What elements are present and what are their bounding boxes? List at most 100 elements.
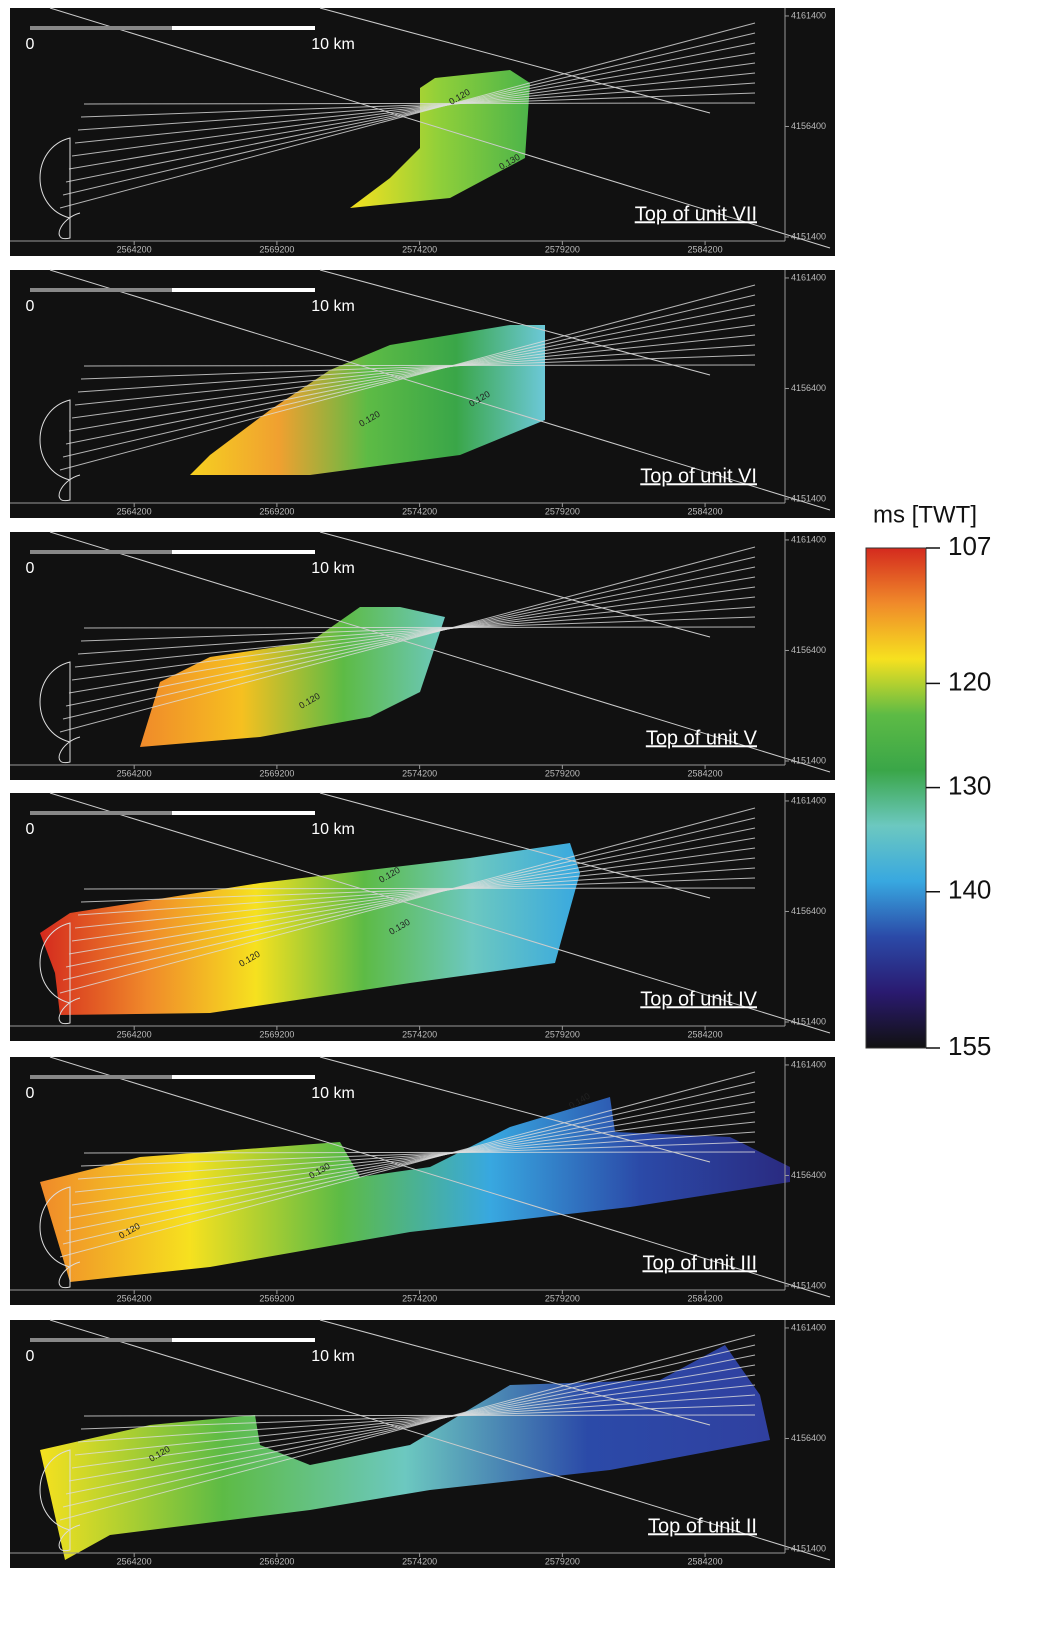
- colorbar: [865, 547, 927, 1049]
- survey-line: [77, 82, 756, 131]
- scale-label: 0: [26, 298, 35, 315]
- y-tick-label: 4156400: [791, 1170, 826, 1180]
- map-panel: 0 10 km 2564200 2569200 2574200 2579200 258420…: [10, 269, 835, 518]
- survey-line: [74, 857, 756, 929]
- map-panel: 0 10 km 2564200 2569200 2574200 2579200 258420…: [10, 7, 835, 256]
- survey-line: [80, 1404, 756, 1430]
- surface: [40, 1097, 790, 1282]
- x-tick-label: 2564200: [117, 1556, 152, 1566]
- survey-line: [74, 1384, 756, 1456]
- x-tick-label: 2584200: [688, 244, 723, 254]
- survey-line: [80, 92, 756, 118]
- x-tick-label: 2569200: [259, 244, 294, 254]
- x-tick-label: 2584200: [688, 768, 723, 778]
- scale-label: 0: [26, 36, 35, 53]
- x-tick-label: 2564200: [117, 244, 152, 254]
- survey-line: [59, 22, 756, 209]
- survey-line: [65, 1091, 756, 1232]
- survey-line: [68, 576, 756, 694]
- x-tick-label: 2569200: [259, 1293, 294, 1303]
- x-tick-label: 2584200: [688, 506, 723, 516]
- surface: [40, 1345, 770, 1560]
- x-tick-label: 2574200: [402, 1029, 437, 1039]
- x-tick-label: 2564200: [117, 506, 152, 516]
- survey-line: [319, 1056, 711, 1163]
- y-tick-label: 4156400: [791, 1433, 826, 1443]
- survey-line: [59, 546, 756, 733]
- y-tick-label: 4151400: [791, 1016, 826, 1026]
- scale-label: 10 km: [311, 821, 355, 838]
- survey-line: [68, 1101, 756, 1219]
- survey-line: [65, 42, 756, 183]
- survey-line: [49, 269, 831, 511]
- x-tick-label: 2574200: [402, 1556, 437, 1566]
- survey-line: [71, 324, 756, 419]
- survey-line: [319, 7, 711, 114]
- panel-title: Top of unit IV: [640, 988, 757, 1010]
- survey-line: [71, 62, 756, 157]
- panel-title: Top of unit VII: [635, 203, 757, 225]
- survey-line: [49, 792, 831, 1034]
- survey-line: [59, 807, 756, 994]
- x-tick-label: 2564200: [117, 1293, 152, 1303]
- survey-line: [71, 586, 756, 681]
- survey-line: [65, 566, 756, 707]
- survey-line: [62, 556, 756, 720]
- map-panel: 0 10 km 2564200 2569200 2574200 2579200 258420…: [10, 531, 835, 780]
- survey-line: [80, 616, 756, 642]
- panel-title: Top of unit VI: [640, 465, 757, 487]
- survey-line: [83, 626, 756, 629]
- map-panel: 0 10 km 2564200 2569200 2574200 2579200 258420…: [10, 1056, 835, 1305]
- x-tick-label: 2584200: [688, 1293, 723, 1303]
- survey-line: [319, 792, 711, 899]
- x-tick-label: 2579200: [545, 1029, 580, 1039]
- y-tick-label: 4161400: [791, 1322, 826, 1332]
- survey-line: [39, 137, 81, 240]
- colorbar-tick-label: 107: [948, 531, 991, 561]
- survey-line: [80, 1141, 756, 1167]
- scale-label: 10 km: [311, 560, 355, 577]
- survey-line: [62, 294, 756, 458]
- map-panel: 0 10 km 2564200 2569200 2574200 2579200 258420…: [10, 792, 835, 1041]
- survey-line: [71, 847, 756, 942]
- survey-line: [77, 867, 756, 916]
- x-tick-label: 2584200: [688, 1029, 723, 1039]
- y-tick-label: 4156400: [791, 121, 826, 131]
- survey-line: [68, 52, 756, 170]
- survey-line: [62, 1081, 756, 1245]
- scale-label: 10 km: [311, 1348, 355, 1365]
- x-tick-label: 2574200: [402, 506, 437, 516]
- survey-line: [65, 1354, 756, 1495]
- survey-line: [83, 1414, 756, 1417]
- survey-line: [319, 531, 711, 638]
- survey-line: [77, 1394, 756, 1443]
- survey-line: [80, 877, 756, 903]
- panel-title: Top of unit III: [642, 1252, 757, 1274]
- survey-line: [65, 304, 756, 445]
- survey-line: [59, 284, 756, 471]
- survey-line: [49, 531, 831, 773]
- x-tick-label: 2564200: [117, 768, 152, 778]
- survey-line: [39, 661, 81, 764]
- scale-label: 10 km: [311, 36, 355, 53]
- survey-line: [77, 344, 756, 393]
- y-tick-label: 4151400: [791, 755, 826, 765]
- map-panel: 0 10 km 2564200 2569200 2574200 2579200 258420…: [10, 1319, 835, 1568]
- panel-title: Top of unit V: [646, 727, 758, 749]
- surface: [190, 325, 545, 475]
- x-tick-label: 2579200: [545, 1293, 580, 1303]
- survey-line: [62, 1344, 756, 1508]
- scale-label: 10 km: [311, 298, 355, 315]
- survey-line: [80, 354, 756, 380]
- x-tick-label: 2574200: [402, 768, 437, 778]
- survey-line: [49, 7, 831, 249]
- x-tick-label: 2569200: [259, 506, 294, 516]
- x-tick-label: 2579200: [545, 506, 580, 516]
- x-tick-label: 2584200: [688, 1556, 723, 1566]
- survey-line: [68, 837, 756, 955]
- survey-line: [74, 596, 756, 668]
- y-tick-label: 4161400: [791, 10, 826, 20]
- survey-line: [83, 102, 756, 105]
- x-tick-label: 2564200: [117, 1029, 152, 1039]
- x-tick-label: 2574200: [402, 244, 437, 254]
